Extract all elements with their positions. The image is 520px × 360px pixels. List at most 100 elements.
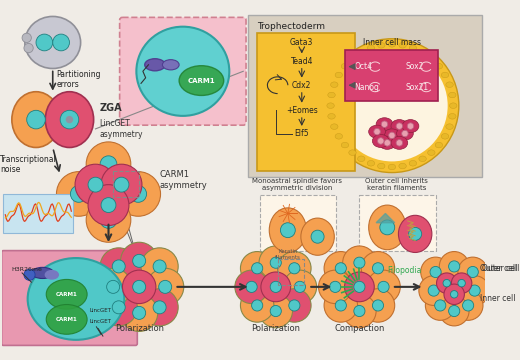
Ellipse shape	[388, 164, 396, 170]
Ellipse shape	[427, 150, 435, 156]
Ellipse shape	[399, 163, 406, 169]
Text: CARM1: CARM1	[56, 292, 77, 297]
Circle shape	[153, 301, 166, 314]
Ellipse shape	[446, 124, 453, 130]
Ellipse shape	[141, 248, 178, 285]
Ellipse shape	[367, 270, 400, 303]
Circle shape	[378, 281, 389, 292]
Ellipse shape	[12, 92, 60, 148]
Ellipse shape	[240, 289, 274, 322]
Text: Polarization: Polarization	[114, 324, 164, 333]
Ellipse shape	[439, 252, 469, 281]
FancyBboxPatch shape	[120, 17, 246, 125]
Circle shape	[336, 50, 448, 161]
Text: H3R26me: H3R26me	[11, 267, 42, 272]
Text: Compaction: Compaction	[334, 324, 385, 333]
Ellipse shape	[147, 268, 184, 305]
Text: Inner cell: Inner cell	[480, 293, 516, 302]
Circle shape	[252, 300, 263, 311]
Circle shape	[325, 39, 459, 172]
Ellipse shape	[435, 63, 443, 69]
FancyBboxPatch shape	[257, 33, 355, 171]
Ellipse shape	[240, 252, 274, 285]
Ellipse shape	[235, 270, 268, 303]
Text: Inner cell mass: Inner cell mass	[363, 38, 421, 47]
Text: Outer cell: Outer cell	[480, 264, 517, 273]
Ellipse shape	[436, 273, 457, 293]
Circle shape	[100, 212, 117, 228]
Text: Sox2: Sox2	[406, 62, 424, 71]
Circle shape	[100, 156, 117, 172]
Circle shape	[372, 300, 384, 311]
Text: CARM1: CARM1	[56, 317, 77, 322]
Circle shape	[463, 300, 474, 311]
Ellipse shape	[116, 172, 161, 216]
Ellipse shape	[345, 272, 374, 302]
Ellipse shape	[419, 50, 426, 55]
Ellipse shape	[324, 289, 358, 322]
Circle shape	[384, 140, 391, 146]
Circle shape	[409, 228, 422, 240]
Circle shape	[27, 110, 45, 129]
Ellipse shape	[269, 208, 306, 252]
Text: Transcriptional
noise: Transcriptional noise	[0, 154, 57, 174]
Ellipse shape	[45, 92, 94, 148]
Ellipse shape	[162, 60, 179, 70]
Circle shape	[467, 266, 478, 278]
Ellipse shape	[259, 294, 292, 328]
Bar	[359, 195, 436, 251]
Ellipse shape	[421, 257, 450, 287]
Ellipse shape	[136, 27, 229, 116]
Ellipse shape	[441, 134, 449, 139]
Circle shape	[311, 230, 324, 243]
Ellipse shape	[283, 270, 317, 303]
Circle shape	[289, 300, 300, 311]
Circle shape	[280, 223, 295, 238]
Ellipse shape	[335, 72, 343, 78]
Text: Monoastral spindle favors
asymmetric division: Monoastral spindle favors asymmetric div…	[252, 178, 342, 191]
Ellipse shape	[425, 291, 455, 320]
Text: Nanog: Nanog	[355, 82, 380, 91]
Circle shape	[36, 34, 53, 51]
Ellipse shape	[22, 33, 31, 42]
Text: +Eomes: +Eomes	[286, 106, 318, 115]
Circle shape	[407, 123, 414, 129]
Ellipse shape	[341, 63, 348, 69]
Text: Oct4: Oct4	[355, 62, 373, 71]
Ellipse shape	[75, 164, 116, 205]
Ellipse shape	[453, 291, 483, 320]
Ellipse shape	[384, 129, 400, 142]
Ellipse shape	[369, 125, 385, 138]
Ellipse shape	[358, 50, 365, 55]
Ellipse shape	[372, 135, 389, 148]
Circle shape	[60, 110, 79, 129]
Circle shape	[372, 263, 384, 274]
Ellipse shape	[145, 59, 165, 71]
Circle shape	[450, 291, 458, 298]
Ellipse shape	[379, 136, 396, 149]
Circle shape	[159, 280, 172, 293]
Ellipse shape	[328, 92, 335, 98]
Circle shape	[430, 266, 441, 278]
Ellipse shape	[444, 284, 464, 305]
Text: Tead4: Tead4	[291, 57, 313, 66]
Ellipse shape	[367, 161, 375, 166]
Ellipse shape	[341, 142, 348, 148]
Ellipse shape	[458, 257, 488, 287]
Ellipse shape	[391, 120, 408, 132]
Ellipse shape	[449, 92, 456, 98]
Bar	[260, 195, 336, 251]
Ellipse shape	[399, 42, 406, 48]
Text: Sox21: Sox21	[406, 82, 429, 91]
Bar	[278, 259, 304, 285]
Ellipse shape	[367, 45, 375, 51]
Ellipse shape	[376, 118, 393, 131]
Circle shape	[469, 285, 480, 296]
Ellipse shape	[419, 156, 426, 162]
Circle shape	[130, 185, 147, 202]
Ellipse shape	[86, 142, 131, 186]
Ellipse shape	[441, 72, 449, 78]
Circle shape	[435, 300, 446, 311]
Ellipse shape	[179, 66, 224, 95]
Ellipse shape	[402, 120, 419, 132]
